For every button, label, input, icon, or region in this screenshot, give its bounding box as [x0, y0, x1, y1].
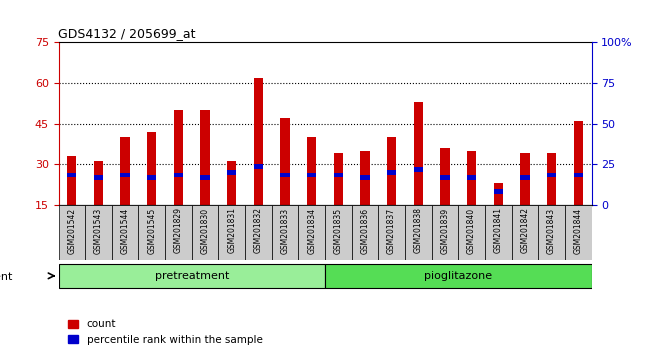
Bar	[147, 175, 157, 180]
Bar	[512, 205, 538, 259]
Bar	[280, 172, 290, 177]
Bar	[307, 172, 317, 177]
Text: GSM201844: GSM201844	[574, 207, 582, 253]
Text: GSM201839: GSM201839	[441, 207, 449, 253]
Bar	[467, 175, 476, 180]
Text: GSM201837: GSM201837	[387, 207, 396, 253]
Text: pretreatment: pretreatment	[155, 271, 229, 281]
Bar	[352, 205, 378, 259]
Text: GSM201542: GSM201542	[68, 207, 76, 253]
Text: GSM201831: GSM201831	[227, 207, 236, 253]
Bar	[120, 137, 130, 205]
Text: GSM201841: GSM201841	[494, 207, 502, 253]
Bar	[94, 175, 103, 180]
Text: GSM201834: GSM201834	[307, 207, 316, 253]
Bar	[138, 205, 165, 259]
Text: agent: agent	[0, 272, 13, 282]
Bar	[413, 102, 423, 205]
Bar	[440, 175, 450, 180]
Bar	[85, 205, 112, 259]
Bar	[360, 150, 370, 205]
Bar	[174, 172, 183, 177]
Bar	[432, 205, 458, 259]
Bar	[467, 150, 476, 205]
Text: GSM201543: GSM201543	[94, 207, 103, 254]
Text: GSM201830: GSM201830	[201, 207, 209, 253]
Bar	[333, 153, 343, 205]
Bar	[573, 121, 583, 205]
Text: GSM201832: GSM201832	[254, 207, 263, 253]
Text: GSM201835: GSM201835	[334, 207, 343, 253]
Bar	[493, 189, 503, 194]
Bar	[174, 110, 183, 205]
Bar	[165, 205, 192, 259]
Bar	[413, 167, 423, 172]
Bar	[280, 118, 290, 205]
Bar	[58, 264, 325, 288]
Bar	[120, 172, 130, 177]
Text: GSM201545: GSM201545	[148, 207, 156, 254]
Text: GSM201842: GSM201842	[521, 207, 529, 253]
Bar	[254, 164, 263, 169]
Bar	[147, 132, 157, 205]
Bar	[218, 205, 245, 259]
Bar	[565, 205, 592, 259]
Text: GSM201836: GSM201836	[361, 207, 369, 253]
Text: GSM201843: GSM201843	[547, 207, 556, 253]
Text: GSM201840: GSM201840	[467, 207, 476, 253]
Bar	[298, 205, 325, 259]
Bar	[538, 205, 565, 259]
Bar	[387, 137, 396, 205]
Bar	[378, 205, 405, 259]
Bar	[307, 137, 317, 205]
Bar	[493, 183, 503, 205]
Bar	[485, 205, 512, 259]
Text: GSM201838: GSM201838	[414, 207, 422, 253]
Bar	[547, 172, 556, 177]
Text: pioglitazone: pioglitazone	[424, 271, 492, 281]
Text: GSM201829: GSM201829	[174, 207, 183, 253]
Bar	[112, 205, 138, 259]
Bar	[245, 205, 272, 259]
Bar	[200, 175, 210, 180]
Bar	[58, 205, 85, 259]
Text: GDS4132 / 205699_at: GDS4132 / 205699_at	[58, 27, 196, 40]
Text: GSM201544: GSM201544	[121, 207, 129, 254]
Bar	[227, 161, 237, 205]
Bar	[360, 175, 370, 180]
Bar	[272, 205, 298, 259]
Bar	[67, 172, 77, 177]
Bar	[458, 205, 485, 259]
Bar	[573, 172, 583, 177]
Bar	[333, 172, 343, 177]
Bar	[227, 170, 237, 175]
Bar	[547, 153, 556, 205]
Bar	[325, 264, 592, 288]
Bar	[325, 205, 352, 259]
Legend: count, percentile rank within the sample: count, percentile rank within the sample	[64, 315, 266, 349]
Bar	[192, 205, 218, 259]
Bar	[440, 148, 450, 205]
Bar	[67, 156, 77, 205]
Text: GSM201833: GSM201833	[281, 207, 289, 253]
Bar	[520, 175, 530, 180]
Bar	[405, 205, 432, 259]
Bar	[254, 78, 263, 205]
Bar	[387, 170, 396, 175]
Bar	[200, 110, 210, 205]
Bar	[520, 153, 530, 205]
Bar	[94, 161, 103, 205]
